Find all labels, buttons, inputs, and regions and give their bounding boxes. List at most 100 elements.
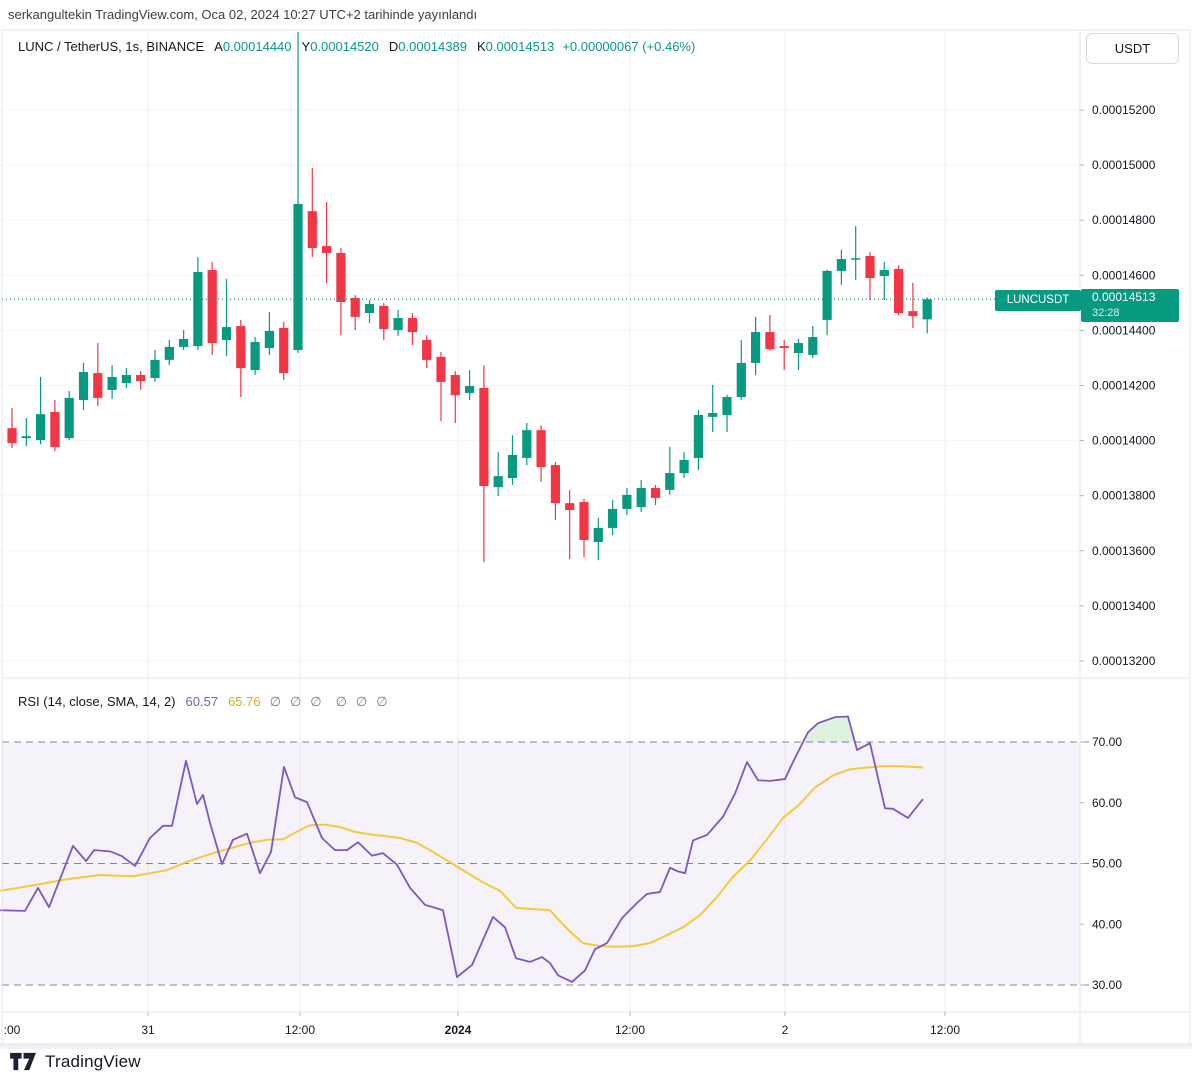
candle-body (622, 494, 632, 509)
time-tick-label[interactable]: 12:00 (615, 1023, 645, 1037)
high-label: Y (301, 39, 311, 54)
candle-body (293, 203, 303, 350)
candle-body (279, 327, 289, 374)
candle-body (193, 271, 203, 347)
candle-body (150, 359, 160, 379)
candle-body (894, 268, 904, 314)
candle-body (364, 303, 375, 314)
time-tick-label[interactable]: 31 (141, 1023, 155, 1037)
time-tick-label[interactable]: :00 (4, 1023, 21, 1037)
time-tick-label[interactable]: 12:00 (285, 1023, 315, 1037)
candle-body (322, 246, 332, 253)
rsi-tick-label: 50.00 (1092, 857, 1122, 871)
candle-body (593, 527, 603, 542)
candle-body (779, 346, 789, 349)
candle-body (507, 454, 518, 479)
rsi-sma-value: 65.76 (228, 694, 261, 709)
candle-body (751, 332, 761, 363)
rsi-value: 60.57 (185, 694, 219, 709)
candle-body (393, 318, 403, 331)
rsi-line (0, 715, 924, 983)
candle-body (708, 413, 718, 417)
price-tick-label: 0.00013600 (1092, 544, 1156, 558)
tradingview-brand-text: TradingView (45, 1052, 141, 1071)
candle-body (336, 252, 346, 303)
candle-body (78, 372, 89, 401)
candle-body (236, 325, 246, 369)
candle-body (107, 376, 117, 390)
candle-body (307, 211, 317, 249)
time-tick-label[interactable]: 2 (782, 1023, 789, 1037)
rsi-title[interactable]: RSI (14, close, SMA, 14, 2) (18, 694, 176, 709)
price-tick-label: 0.00014800 (1092, 213, 1156, 227)
candle-body (493, 476, 503, 488)
price-tick-label: 0.00013400 (1092, 599, 1156, 613)
candle-body (164, 346, 174, 360)
candle-body (93, 373, 103, 398)
tradingview-attribution[interactable]: TradingView (10, 1051, 141, 1073)
close-label: K (476, 39, 486, 54)
candle-body (550, 465, 560, 504)
candle-body (407, 318, 417, 333)
candle-body (436, 356, 446, 382)
rsi-empty-glyph: ∅ (376, 694, 388, 709)
candle-body (207, 270, 217, 344)
last-price-axis-label: 0.00014513 32:28 (1081, 289, 1179, 322)
symbol-legend[interactable]: LUNC / TetherUS, 1s, BINANCE A0.00014440 Y… (18, 39, 695, 54)
candle-body (565, 503, 575, 511)
rsi-indicator-legend[interactable]: RSI (14, close, SMA, 14, 2) 60.57 65.76 ∅ ∅ ∅… (18, 694, 388, 710)
candle-body (350, 297, 360, 317)
price-tick-label: 0.00014600 (1092, 268, 1156, 282)
candle-body (536, 430, 546, 468)
candle-body (7, 428, 17, 444)
bottom-strip (0, 1044, 1192, 1049)
rsi-empty-glyph: ∅ (310, 694, 322, 709)
candle-body (765, 332, 775, 350)
candle-body (21, 436, 31, 439)
price-tick-label: 0.00014000 (1092, 434, 1156, 448)
rsi-tick-label: 70.00 (1092, 735, 1122, 749)
candle-body (665, 473, 675, 490)
rsi-empty-glyph: ∅ (269, 694, 281, 709)
symbol-title[interactable]: LUNC / TetherUS, 1s, BINANCE (18, 39, 205, 54)
price-tick-label: 0.00014200 (1092, 379, 1156, 393)
rsi-empty-glyph: ∅ (335, 694, 347, 709)
candle-body (264, 330, 274, 349)
price-line-symbol-text: LUNCUSDT (1006, 294, 1070, 306)
candle-body (522, 430, 532, 458)
candle-body (679, 459, 689, 474)
candle-body (221, 327, 232, 341)
price-line-symbol-badge: LUNCUSDT (995, 290, 1081, 311)
high-value: 0.00014520 (310, 39, 379, 54)
close-value: 0.00014513 (485, 39, 555, 54)
price-tick-label: 0.00015000 (1092, 158, 1156, 172)
time-tick-label[interactable]: 12:00 (930, 1023, 960, 1037)
candle-body (865, 256, 875, 279)
rsi-sma-line (0, 765, 924, 948)
candle-body (822, 270, 832, 320)
currency-toggle-label: USDT (1114, 41, 1151, 56)
bar-countdown: 32:28 (1092, 307, 1120, 319)
time-tick-label[interactable]: 2024 (445, 1023, 472, 1037)
candle-body (64, 397, 74, 439)
candle-body (908, 311, 918, 317)
candle-body (650, 487, 661, 498)
candle-body (379, 305, 389, 330)
candle-body (121, 375, 131, 384)
rsi-tick-label: 40.00 (1092, 917, 1122, 931)
candle-body (636, 487, 646, 507)
low-value: 0.00014389 (398, 39, 467, 54)
candle-body (879, 270, 889, 277)
rsi-empty-values: ∅ ∅ ∅ ∅ ∅ ∅ (261, 694, 388, 709)
candle-body (851, 258, 861, 260)
candle-body (722, 397, 732, 415)
price-tick-label: 0.00015200 (1092, 103, 1156, 117)
candle-body (450, 375, 460, 396)
candle-body (793, 343, 804, 353)
candle-body (479, 387, 489, 487)
open-label: A (214, 39, 223, 54)
currency-toggle-button[interactable]: USDT (1086, 33, 1179, 64)
change-value: +0.00000067 (+0.46%) (562, 39, 696, 54)
